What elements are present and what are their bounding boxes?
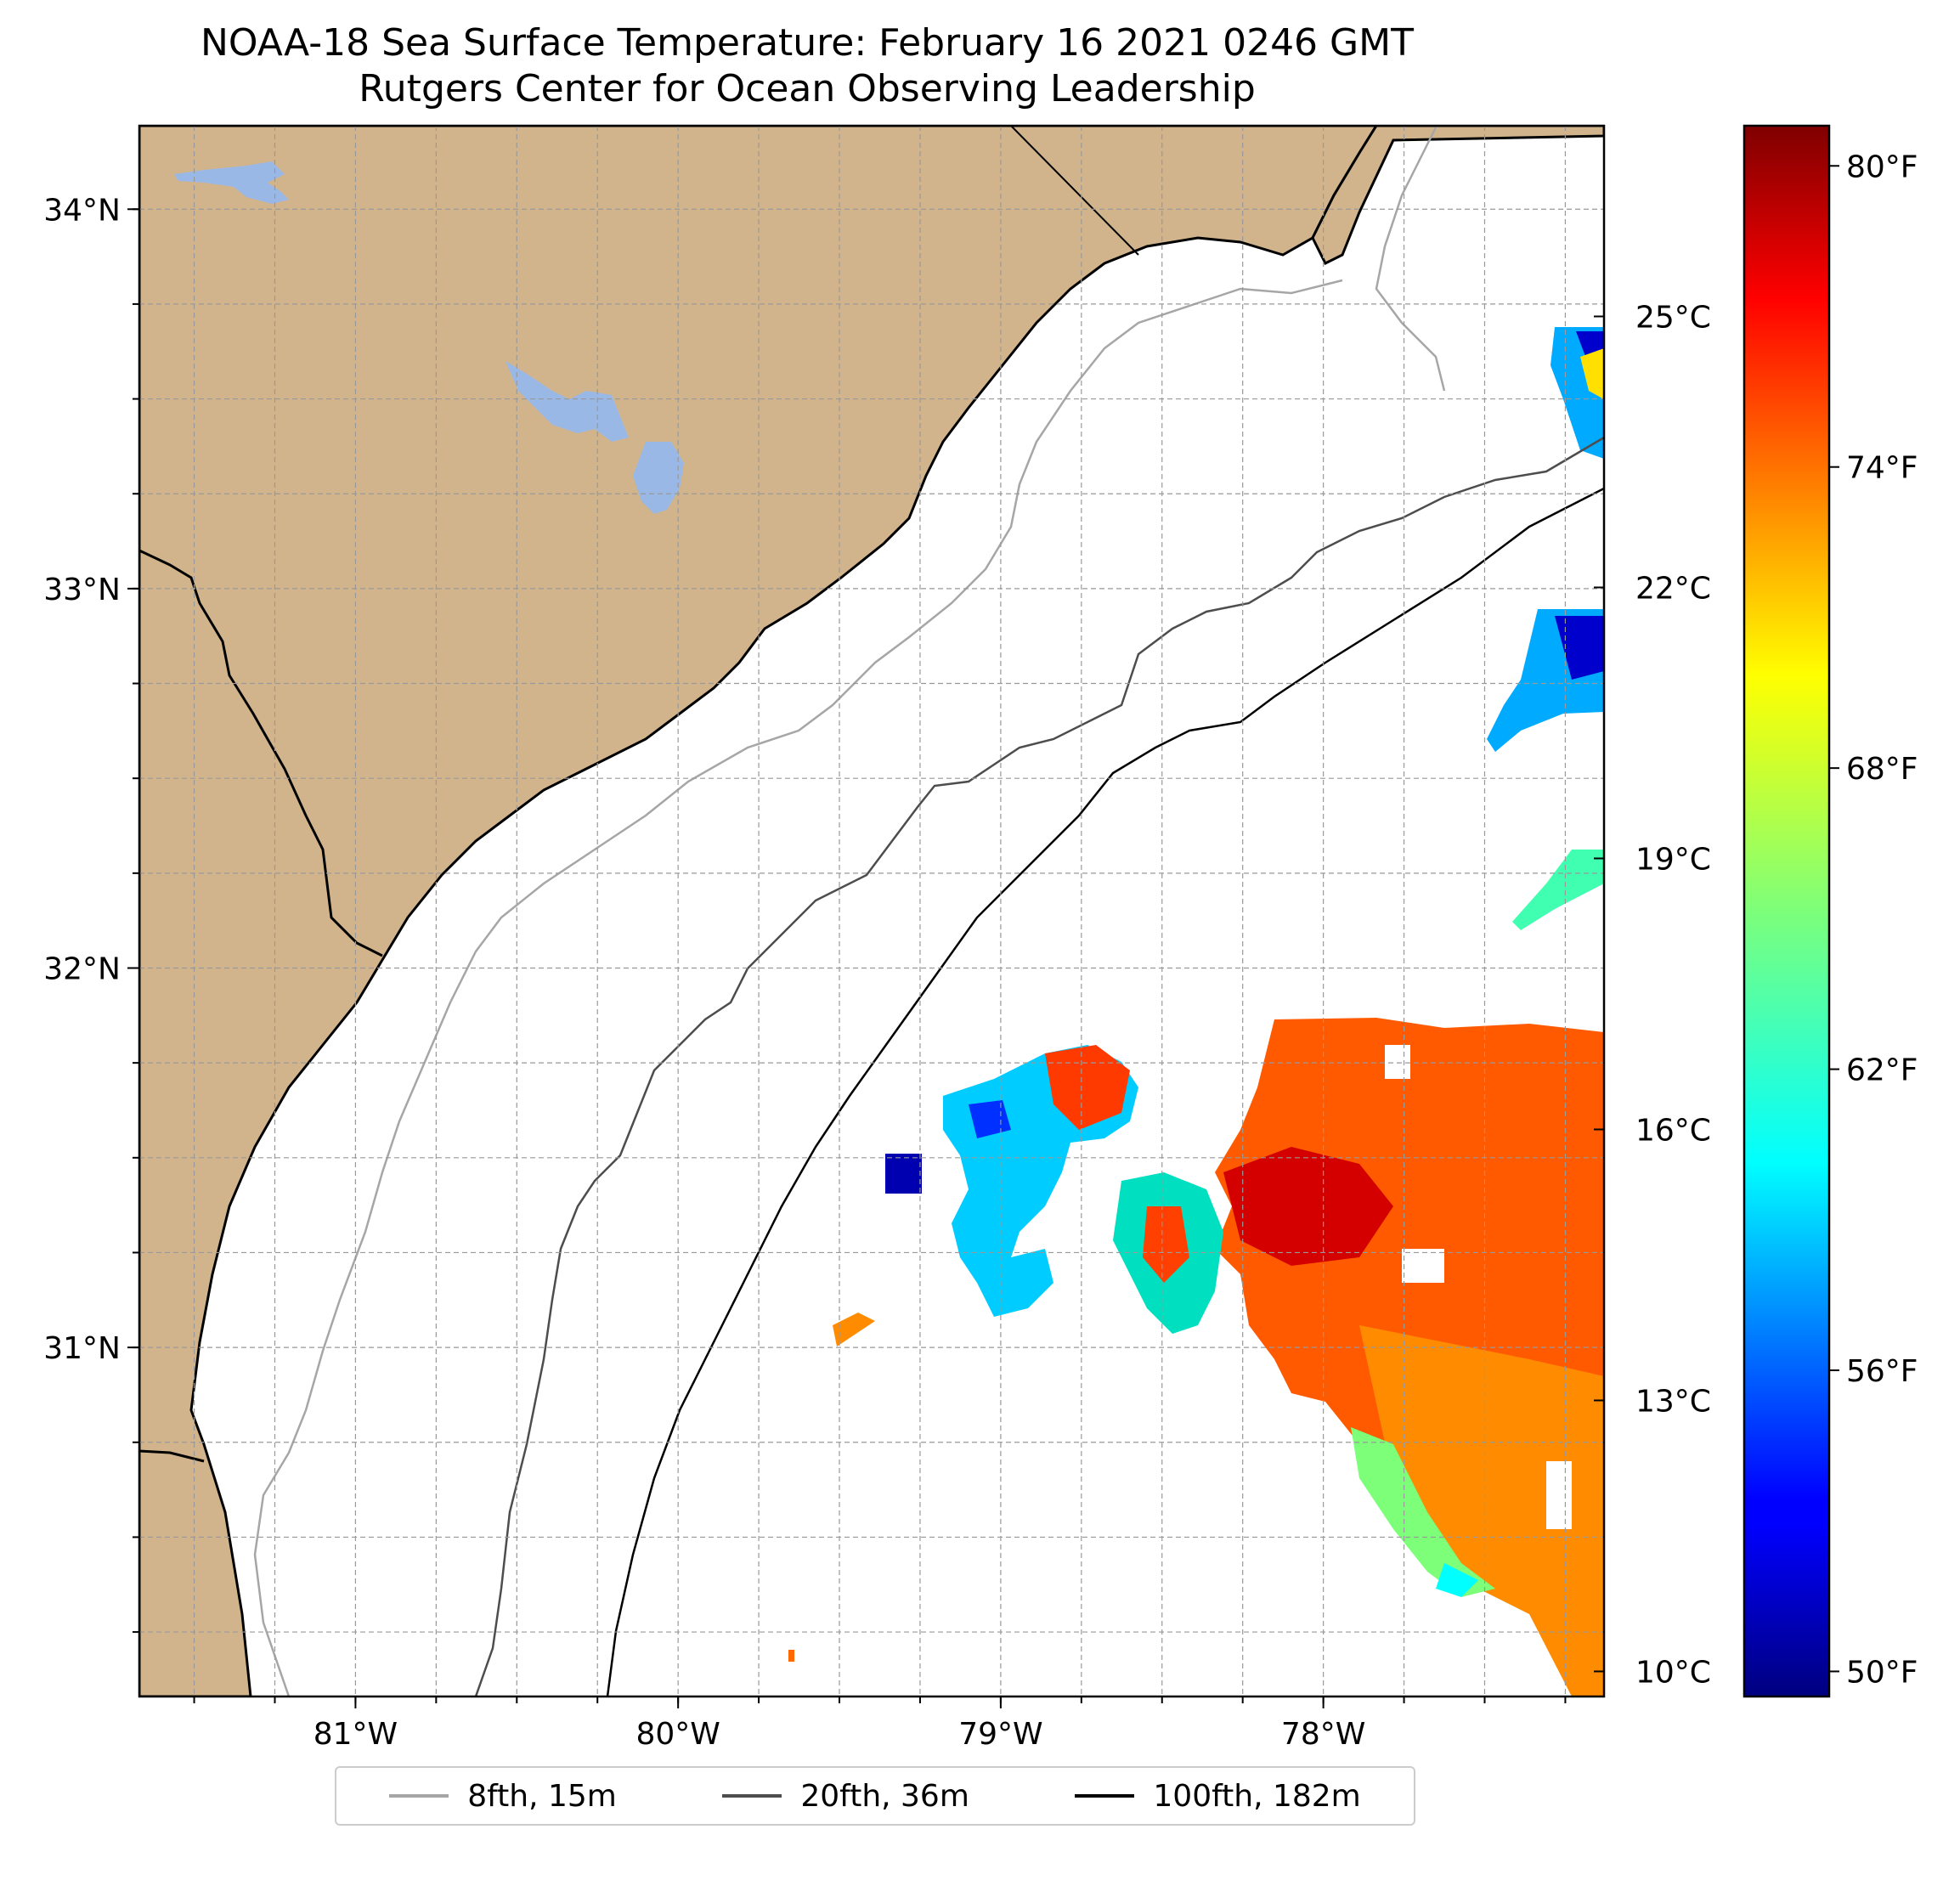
sst-cold-patch: [885, 1154, 922, 1194]
fahrenheit-tick-label: 80°F: [1846, 150, 1918, 184]
land-mass: [139, 126, 1378, 1697]
lat-tick-label: 32°N: [43, 951, 121, 986]
legend-label: 100fth, 182m: [1153, 1778, 1361, 1814]
lat-tick-label: 34°N: [43, 193, 121, 228]
sst-gap: [1546, 1461, 1572, 1529]
colorbar-ticks: 80°F 74°F 68°F 62°F 56°F 50°F 25°C 22°C 19°C 16°C…: [1594, 150, 1918, 1690]
fahrenheit-tick-label: 68°F: [1846, 752, 1918, 787]
legend-swatch: [1075, 1794, 1135, 1798]
isobath-legend: 8fth, 15m 20fth, 36m 100fth, 182m: [335, 1766, 1415, 1826]
isobath-100fth: [606, 487, 1604, 1697]
celsius-tick-label: 13°C: [1635, 1384, 1711, 1419]
celsius-tick-label: 22°C: [1635, 571, 1711, 606]
lake: [506, 361, 629, 442]
isobath-8fth: [253, 127, 1446, 1697]
sst-orange-region: [1359, 1325, 1604, 1697]
sst-small-patch: [788, 1650, 794, 1662]
fahrenheit-tick-label: 74°F: [1846, 451, 1918, 486]
lon-tick-label: 81°W: [313, 1717, 398, 1752]
sst-mid-patch: [1512, 850, 1604, 930]
lat-tick-label: 31°N: [43, 1331, 121, 1366]
legend-label: 20fth, 36m: [800, 1778, 969, 1814]
fahrenheit-tick-label: 56°F: [1846, 1354, 1918, 1389]
sst-warm-patch: [1045, 1045, 1130, 1130]
lat-tick-label: 33°N: [43, 573, 121, 607]
sst-hot-core: [1223, 1147, 1393, 1266]
sst-green-edge: [1351, 1427, 1495, 1597]
legend-item-100fth: 100fth, 182m: [1075, 1778, 1361, 1814]
fahrenheit-tick-label: 50°F: [1846, 1655, 1918, 1690]
sst-north-patch: [1580, 348, 1604, 399]
legend-swatch: [722, 1794, 782, 1798]
sst-warm-patch: [1143, 1206, 1189, 1283]
sst-small-patch: [833, 1313, 875, 1346]
fahrenheit-tick-label: 62°F: [1846, 1053, 1918, 1088]
lon-tick-label: 78°W: [1281, 1717, 1365, 1752]
river-border: [139, 549, 383, 957]
map-frame: [138, 124, 1606, 1698]
axis-ticks: 34°N 33°N 32°N 31°N 81°W 80°W 79°W 78°W: [43, 193, 1567, 1752]
sst-mid-patch: [1555, 616, 1604, 680]
sst-cyan-edge: [1436, 1563, 1478, 1597]
celsius-tick-label: 10°C: [1635, 1655, 1711, 1690]
celsius-tick-label: 16°C: [1635, 1113, 1711, 1148]
celsius-tick-label: 19°C: [1635, 842, 1711, 877]
legend-item-20fth: 20fth, 36m: [722, 1779, 969, 1814]
colorbar: [1743, 124, 1831, 1698]
legend-label: 8fth, 15m: [467, 1778, 617, 1814]
legend-item-8fth: 8fth, 15m: [389, 1779, 617, 1814]
map-content: [139, 126, 1604, 1697]
lake: [633, 442, 684, 514]
sst-raster: [788, 327, 1604, 1697]
lake: [174, 161, 289, 204]
map-title: NOAA-18 Sea Surface Temperature: Februar…: [201, 21, 1414, 65]
state-border: [139, 1449, 205, 1463]
state-border: [1010, 126, 1139, 256]
sst-gap: [1402, 1249, 1444, 1283]
map-subtitle: Rutgers Center for Ocean Observing Leade…: [359, 67, 1256, 110]
legend-swatch: [389, 1794, 449, 1798]
lon-tick-label: 80°W: [635, 1717, 720, 1752]
land-mass-north: [1311, 126, 1604, 266]
lon-tick-label: 79°W: [958, 1717, 1042, 1752]
sst-gap: [1385, 1045, 1410, 1079]
celsius-tick-label: 25°C: [1635, 300, 1711, 335]
isobath-20fth: [474, 436, 1604, 1697]
gridlines: [139, 126, 1604, 1697]
